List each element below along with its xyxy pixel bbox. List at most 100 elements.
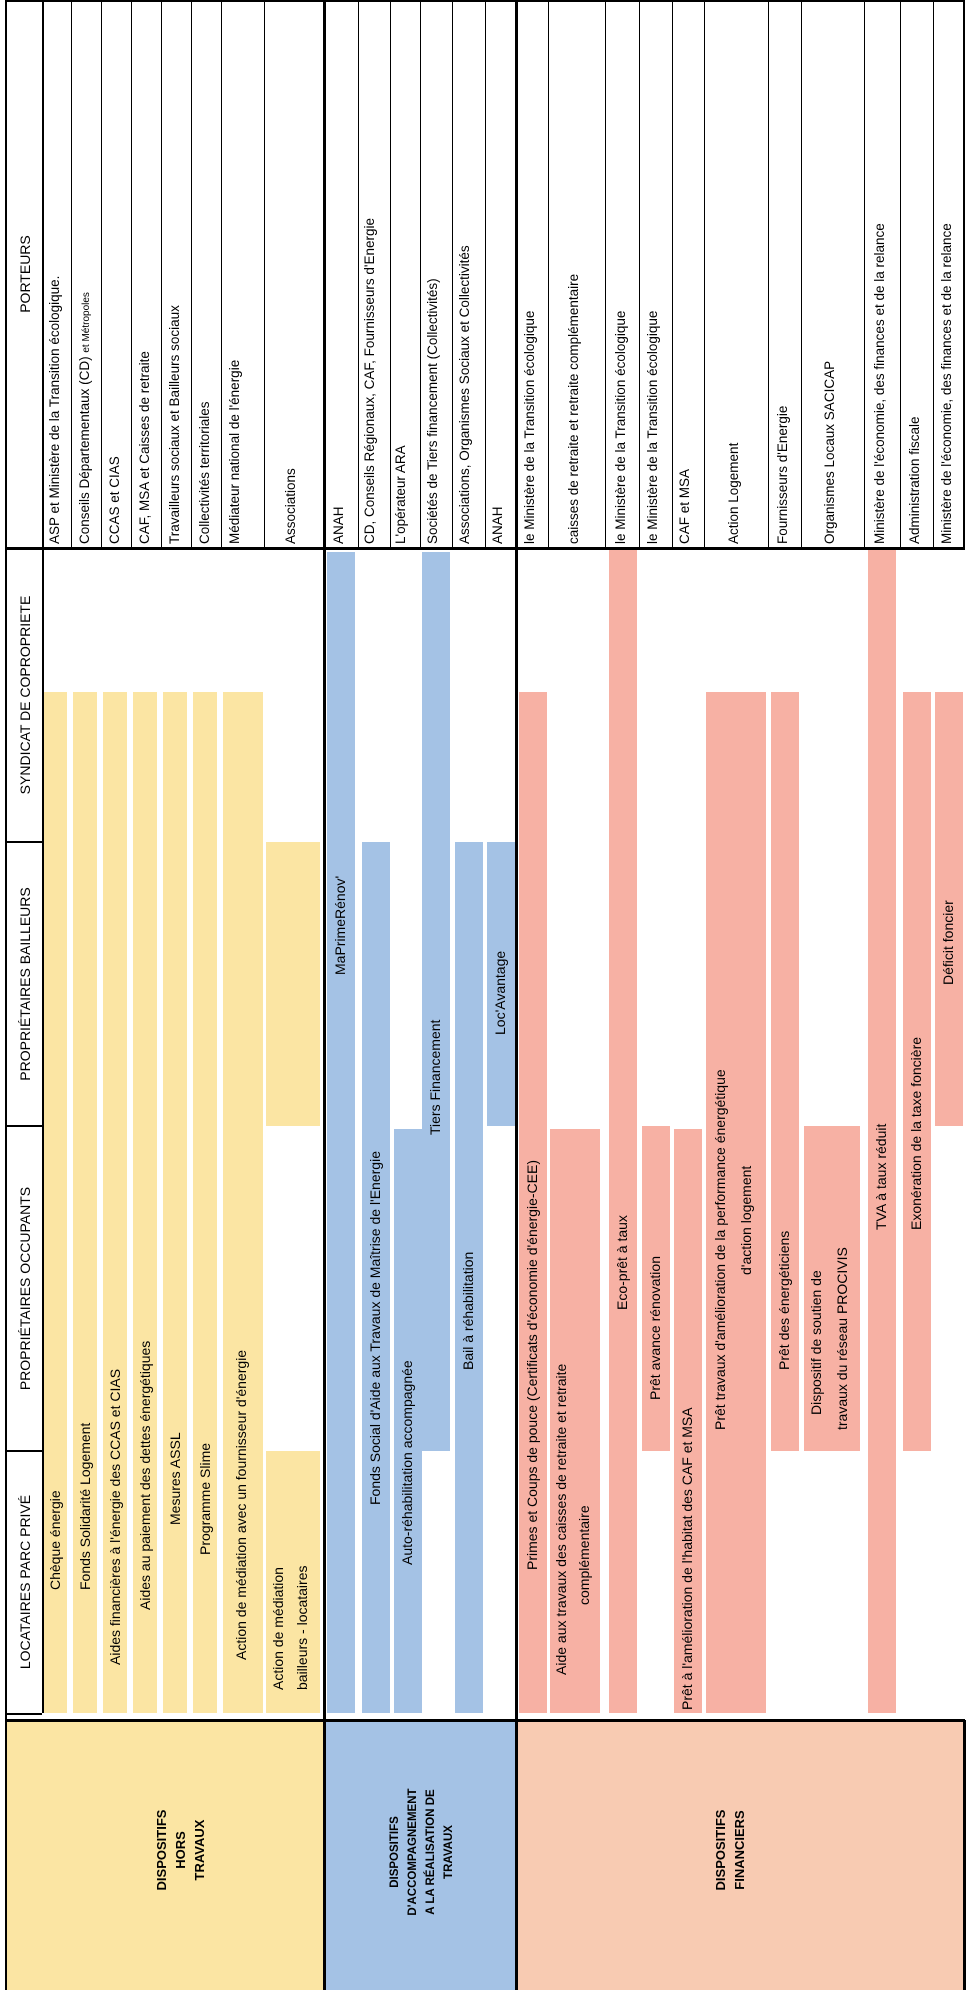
row-label: Bail à réhabilitation xyxy=(460,1251,476,1370)
row-label: Dispositif de soutien de xyxy=(808,1270,824,1415)
row-label: Prêt avance rénovation xyxy=(647,1256,663,1400)
row-label: Prêt des énergéticiens xyxy=(776,1230,792,1370)
grid-line xyxy=(5,1125,42,1127)
row-label: Action de médiation avec un fournisseur … xyxy=(233,1349,249,1660)
row-label: Déficit foncier xyxy=(940,900,956,985)
row-label: Eco-prêt à taux xyxy=(614,1215,630,1310)
porteur-cell: ANAH xyxy=(331,506,346,544)
porteur-cell: le Ministère de la Transition écologique xyxy=(522,310,537,544)
section-accompagnement-title: DISPOSITIFS D'ACCOMPAGNEMENT A LA RÉALIS… xyxy=(336,1728,508,1976)
porteur-cell: Associations, Organismes Sociaux et Coll… xyxy=(457,245,472,544)
section-hors-travaux-line2: HORS xyxy=(172,1831,188,1869)
header-locataires: LOCATAIRES PARC PRIVÉ xyxy=(17,1494,33,1670)
grid-line xyxy=(801,0,802,548)
row-label: Prêt travaux d'amélioration de la perfor… xyxy=(712,1069,728,1430)
porteur-cell: ANAH xyxy=(490,506,505,544)
grid-line xyxy=(390,0,391,548)
header-occupants: PROPRIÉTAIRES OCCUPANTS xyxy=(17,1186,33,1391)
bar-eco-pret xyxy=(609,549,637,1713)
grid-line xyxy=(42,0,44,1713)
porteur-cell: Ministère de l'économie, des finances et… xyxy=(872,223,887,544)
row-label-line2: bailleurs - locataires xyxy=(294,1565,310,1691)
section-hors-travaux-line3: TRAVAUX xyxy=(191,1819,207,1881)
porteur-text: Conseils Départementaux (CD) xyxy=(77,356,92,544)
grid-line xyxy=(452,0,453,548)
porteur-cell: CD, Conseils Régionaux, CAF, Fournisseur… xyxy=(362,218,377,544)
bar-mediation-bailleurs-right xyxy=(266,842,320,1126)
grid-line xyxy=(548,0,549,548)
grid-line xyxy=(71,0,72,548)
section-accompagnement-line2: D'ACCOMPAGNEMENT xyxy=(407,1788,419,1916)
grid-line xyxy=(900,0,901,548)
grid-line xyxy=(704,0,705,548)
row-label: Programme Slime xyxy=(197,1442,213,1555)
grid-line xyxy=(963,0,965,548)
porteur-cell: CCAS et CIAS xyxy=(107,456,122,544)
porteur-cell: le Ministère de la Transition écologique xyxy=(645,310,660,544)
grid-line xyxy=(515,0,518,1990)
header-porteurs: PORTEURS xyxy=(17,235,33,313)
grid-line xyxy=(672,0,673,548)
porteur-cell: le Ministère de la Transition écologique xyxy=(613,310,628,544)
bar-assl xyxy=(163,692,187,1713)
grid-line xyxy=(264,0,265,548)
section-financiers-line2: FINANCIERS xyxy=(732,1810,747,1890)
section-hors-travaux-title: DISPOSITIFS HORS TRAVAUX xyxy=(150,1730,210,1970)
grid-line xyxy=(933,0,934,548)
grid-line xyxy=(358,0,359,548)
grid-line xyxy=(5,841,42,843)
bar-slime xyxy=(193,692,217,1713)
grid-line xyxy=(131,0,132,548)
porteur-small-text: et Métropoles xyxy=(81,292,92,353)
grid-line xyxy=(161,0,162,548)
row-label: Aides au paiement des dettes énergétique… xyxy=(137,1340,153,1610)
row-label: Aides financières à l'énergie des CCAS e… xyxy=(107,1368,123,1665)
grid-line xyxy=(221,0,222,548)
grid-line xyxy=(864,0,865,548)
section-financiers-line1: DISPOSITIFS xyxy=(713,1809,728,1891)
row-label-line2: complémentaire xyxy=(576,1505,592,1605)
grid-line xyxy=(768,0,769,548)
row-label: Action de médiation xyxy=(270,1567,286,1690)
row-label: Mesures ASSL xyxy=(167,1432,183,1525)
porteur-cell: Associations xyxy=(283,468,298,544)
grid-line xyxy=(191,0,192,548)
porteur-cell: Conseils Départementaux (CD) et Métropol… xyxy=(77,292,92,544)
row-label: Fonds Solidarité Logement xyxy=(77,1422,93,1590)
grid-line xyxy=(5,1713,42,1715)
porteur-cell: Travailleurs sociaux et Bailleurs sociau… xyxy=(167,305,182,544)
section-accompagnement-line3: A LA RÉALISATION DE xyxy=(425,1789,437,1915)
section-accompagnement-line4: TRAVAUX xyxy=(443,1825,455,1879)
row-label: Primes et Coups de pouce (Certificats d'… xyxy=(524,1160,540,1570)
grid-line xyxy=(5,1719,965,1722)
porteur-cell: Sociétés de Tiers financement (Collectiv… xyxy=(425,278,440,544)
porteur-cell: Administration fiscale xyxy=(907,416,922,544)
grid-line xyxy=(963,1720,966,1990)
porteur-cell: Ministère de l'économie, des finances et… xyxy=(939,223,954,544)
grid-line xyxy=(605,0,606,548)
section-hors-travaux-line1: DISPOSITIFS xyxy=(153,1809,169,1891)
porteur-cell: CAF, MSA et Caisses de retraite xyxy=(137,351,152,544)
row-label: Auto-réhabilitation accompagnée xyxy=(399,1360,415,1565)
row-label-line2: travaux du réseau PROCIVIS xyxy=(834,1247,850,1430)
row-label: Chèque énergie xyxy=(47,1490,63,1590)
row-label: MaPrimeRénov' xyxy=(332,875,348,975)
grid-line xyxy=(5,0,7,1990)
porteur-cell: Collectivités territoriales xyxy=(197,401,212,544)
row-label: Tiers Financement xyxy=(427,1019,443,1135)
porteur-cell: Organismes Locaux SACICAP xyxy=(822,360,837,544)
row-label: TVA à taux réduit xyxy=(873,1123,889,1230)
row-label: Fonds Social d'Aide aux Travaux de Maîtr… xyxy=(367,1151,383,1505)
porteur-cell: Médiateur national de l'énergie xyxy=(227,359,242,544)
porteur-cell: Action Logement xyxy=(726,442,741,544)
porteur-cell: L'opérateur ARA xyxy=(393,445,408,544)
grid-line xyxy=(420,0,421,548)
porteur-cell: caisses de retraite et retraite compléme… xyxy=(566,273,581,544)
header-bailleurs: PROPRIÉTAIRES BAILLEURS xyxy=(17,887,33,1081)
grid-line xyxy=(5,1450,42,1452)
grid-line xyxy=(101,0,102,548)
grid-line xyxy=(485,0,486,548)
header-syndicat: SYNDICAT DE COPROPRIETE xyxy=(17,595,33,795)
row-label: Prêt à l'amélioration de l'habitat des C… xyxy=(679,1407,695,1710)
